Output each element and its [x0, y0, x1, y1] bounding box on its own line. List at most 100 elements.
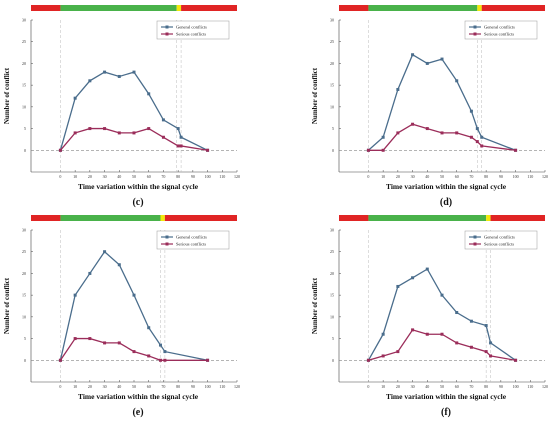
- data-point: [425, 267, 429, 271]
- signal-phase-yellow: [176, 5, 182, 11]
- x-tick-label: 80: [176, 384, 180, 389]
- signal-phase-yellow: [160, 215, 165, 221]
- data-point: [475, 140, 479, 144]
- x-tick-label: 110: [219, 384, 225, 389]
- x-tick-label: 120: [234, 384, 240, 389]
- x-tick-label: 110: [219, 174, 225, 179]
- data-point: [163, 358, 167, 362]
- y-tick-label: 0: [332, 358, 334, 363]
- chart-panel-d: 0 5 10 15 20 25 30 0 10 20 30 40 50 60 70 80 90 100 110 120…: [308, 0, 550, 210]
- panel-caption: (c): [132, 197, 143, 208]
- legend: General conflicts Serious conflicts: [464, 20, 538, 40]
- data-point: [179, 144, 183, 148]
- y-tick-label: 20: [22, 271, 26, 276]
- y-tick-label: 30: [330, 228, 334, 233]
- x-tick-label: 0: [59, 174, 61, 179]
- y-axis-title: Number of conflict: [311, 277, 319, 334]
- data-point: [455, 131, 459, 135]
- y-tick-label: 25: [330, 39, 334, 44]
- y-tick-label: 15: [22, 293, 26, 298]
- x-tick-label: 30: [103, 174, 107, 179]
- legend-box: [156, 230, 230, 250]
- data-point: [396, 87, 400, 91]
- data-point: [147, 354, 151, 358]
- legend-label: Serious conflicts: [176, 32, 206, 37]
- x-tick-label: 60: [147, 384, 151, 389]
- data-point: [73, 293, 77, 297]
- x-tick-label: 20: [88, 384, 92, 389]
- data-point: [132, 293, 136, 297]
- data-point: [469, 345, 473, 349]
- data-point: [469, 319, 473, 323]
- data-point: [147, 326, 151, 330]
- data-point: [103, 341, 107, 345]
- signal-phase-red: [339, 215, 369, 221]
- y-tick-label: 20: [330, 271, 334, 276]
- y-tick-label: 10: [22, 104, 26, 109]
- data-point: [179, 135, 183, 139]
- data-point: [117, 131, 121, 135]
- legend-box: [156, 20, 230, 40]
- x-tick-label: 90: [499, 174, 503, 179]
- y-tick-label: 5: [332, 126, 334, 131]
- y-tick-label: 0: [24, 148, 26, 153]
- data-point: [176, 144, 180, 148]
- x-tick-label: 0: [367, 384, 369, 389]
- y-tick-label: 20: [330, 61, 334, 66]
- signal-phase-red: [481, 5, 545, 11]
- data-point: [147, 92, 151, 96]
- x-tick-label: 30: [103, 384, 107, 389]
- x-tick-label: 10: [381, 384, 385, 389]
- signal-phase-green: [60, 5, 177, 11]
- y-axis-title: Number of conflict: [311, 67, 319, 124]
- data-point: [161, 135, 165, 139]
- signal-phase-red: [490, 215, 545, 221]
- data-point: [103, 70, 107, 74]
- x-tick-label: 20: [396, 174, 400, 179]
- chart-svg: 0 5 10 15 20 25 30 0 10 20 30 40 50 60 70 80 90 100 110 120…: [3, 215, 240, 418]
- data-point: [514, 358, 518, 362]
- x-tick-label: 20: [88, 174, 92, 179]
- legend-label: General conflicts: [176, 25, 207, 30]
- data-point: [88, 271, 92, 275]
- signal-phase-red: [31, 5, 61, 11]
- data-point: [366, 148, 370, 152]
- legend-swatch-marker: [165, 25, 169, 29]
- data-point: [411, 276, 415, 280]
- data-point: [132, 131, 136, 135]
- data-point: [440, 57, 444, 61]
- y-tick-label: 5: [24, 336, 26, 341]
- data-point: [206, 148, 210, 152]
- data-point: [158, 358, 162, 362]
- data-point: [475, 127, 479, 131]
- y-tick-label: 5: [332, 336, 334, 341]
- x-tick-label: 60: [455, 384, 459, 389]
- data-point: [489, 354, 493, 358]
- y-tick-label: 10: [330, 314, 334, 319]
- chart-panel-e: 0 5 10 15 20 25 30 0 10 20 30 40 50 60 70 80 90 100 110 120…: [0, 210, 275, 420]
- x-tick-label: 100: [205, 384, 211, 389]
- data-point: [88, 337, 92, 341]
- data-point: [440, 131, 444, 135]
- data-point: [163, 350, 167, 354]
- x-tick-label: 10: [381, 174, 385, 179]
- x-tick-label: 60: [147, 174, 151, 179]
- series-line: [59, 71, 208, 151]
- legend-label: General conflicts: [484, 25, 515, 30]
- x-tick-label: 50: [440, 384, 444, 389]
- y-tick-label: 5: [24, 126, 26, 131]
- legend-label: General conflicts: [484, 235, 515, 240]
- x-tick-label: 90: [191, 174, 195, 179]
- x-tick-label: 30: [411, 174, 415, 179]
- y-tick-label: 25: [22, 249, 26, 254]
- x-tick-label: 0: [59, 384, 61, 389]
- panel-caption: (e): [132, 407, 143, 418]
- x-tick-label: 40: [117, 174, 121, 179]
- data-point: [58, 358, 62, 362]
- signal-phase-red: [181, 5, 237, 11]
- signal-phase-green: [60, 215, 161, 221]
- data-point: [366, 358, 370, 362]
- data-point: [411, 328, 415, 332]
- data-point: [484, 350, 488, 354]
- x-tick-label: 110: [527, 174, 533, 179]
